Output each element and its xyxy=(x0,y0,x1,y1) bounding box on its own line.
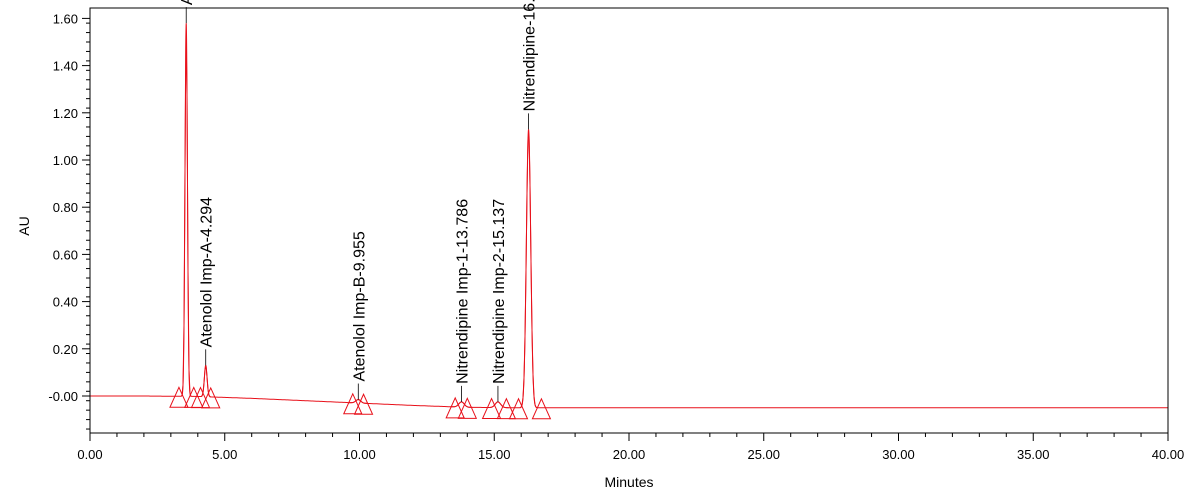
integration-marker xyxy=(342,392,363,415)
integration-marker xyxy=(481,397,502,420)
x-tick-label: 40.00 xyxy=(1152,447,1185,462)
integration-marker xyxy=(353,393,374,415)
peak-label: Atenolol-3.570 xyxy=(179,0,196,5)
y-tick-label: 0.40 xyxy=(53,295,78,310)
peak-label: Nitrendipine Imp-1-13.786 xyxy=(455,199,472,384)
peak-label: Atenolol Imp-A-4.294 xyxy=(199,197,216,347)
integration-marker xyxy=(457,397,478,419)
integration-marker xyxy=(445,396,465,419)
x-tick-label: 35.00 xyxy=(1017,447,1050,462)
x-tick-label: 10.00 xyxy=(343,447,376,462)
y-axis-ticks: -0.00 0.20 0.40 0.60 0.80 1.00 1.20 1.40 1.60 xyxy=(48,11,90,430)
x-axis-ticks: 0.00 5.00 10.00 15.00 20.00 25.00 30.00 35.00 40… xyxy=(77,433,1184,462)
y-tick-label: -0.00 xyxy=(48,389,78,404)
peak-label: Nitrendipine-16.273 xyxy=(522,0,539,111)
y-tick-label: 1.00 xyxy=(53,153,78,168)
integration-marker xyxy=(169,386,189,408)
peak-label: Atenolol Imp-B-9.955 xyxy=(351,231,368,381)
integration-marker xyxy=(496,397,517,420)
integration-marker xyxy=(508,397,529,420)
integration-marker xyxy=(190,386,211,409)
x-tick-label: 20.00 xyxy=(613,447,646,462)
y-tick-label: 0.60 xyxy=(53,247,78,262)
y-tick-label: 0.20 xyxy=(53,342,78,357)
x-tick-label: 25.00 xyxy=(747,447,780,462)
y-tick-label: 1.20 xyxy=(53,106,78,121)
y-tick-label: 1.40 xyxy=(53,59,78,74)
x-tick-label: 15.00 xyxy=(478,447,511,462)
x-tick-label: 0.00 xyxy=(77,447,102,462)
x-axis-label: Minutes xyxy=(604,474,653,490)
peak-labels: Atenolol-3.570 Atenolol Imp-A-4.294 Atenol… xyxy=(179,0,539,402)
integration-marker xyxy=(531,397,552,420)
chromatogram-trace xyxy=(90,28,1168,409)
peak-markers xyxy=(169,386,552,420)
x-tick-label: 5.00 xyxy=(212,447,237,462)
plot-frame xyxy=(89,7,1169,434)
y-axis-label: AU xyxy=(16,216,32,235)
peak-label: Nitrendipine Imp-2-15.137 xyxy=(491,199,508,384)
x-tick-label: 30.00 xyxy=(882,447,915,462)
y-tick-label: 1.60 xyxy=(53,11,78,26)
y-tick-label: 0.80 xyxy=(53,200,78,215)
integration-marker xyxy=(200,386,221,409)
